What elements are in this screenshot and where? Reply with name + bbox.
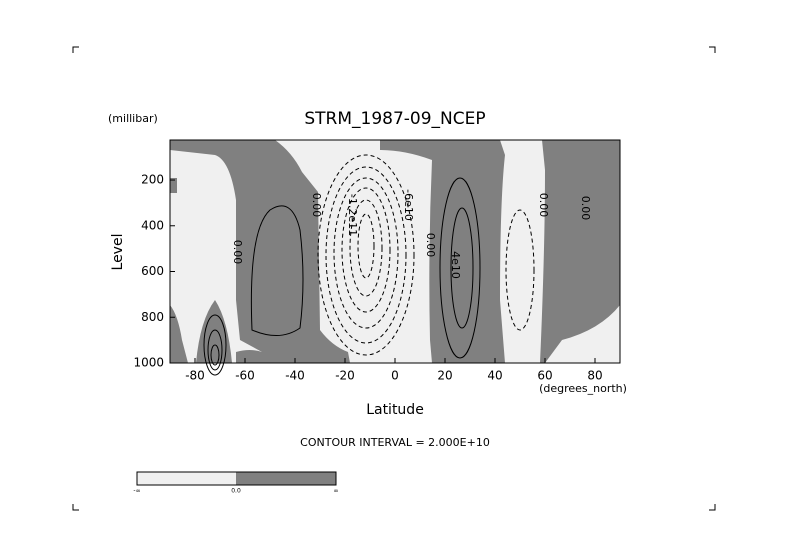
contour-label: 0.00 [231,240,244,265]
contour-lines [203,154,535,376]
contour-label: 0.00 [537,193,550,218]
x-tick-label: 80 [587,369,602,383]
y-tick-label: 400 [141,218,164,232]
contour-label: 0.00 [579,196,592,221]
x-tick-label: -20 [335,369,355,383]
x-tick-label: 20 [437,369,452,383]
x-tick-label: -60 [235,369,255,383]
y-tick-label: 600 [141,264,164,278]
colorbar-negative [137,472,236,485]
y-tick-label: 800 [141,310,164,324]
colorbar-label: 0.0 [231,488,241,495]
subtitle: CONTOUR INTERVAL = 2.000E+10 [300,436,490,449]
x-tick-label: -80 [185,369,205,383]
contour-label: -1.2e11 [346,194,359,236]
contour-label: -6e10 [402,189,415,221]
chart-title: STRM_1987-09_NCEP [304,109,485,129]
colorbar-frame [136,471,337,486]
y-units: (millibar) [108,112,158,125]
x-tick-label: 60 [537,369,552,383]
contour-label: 0.00 [310,193,323,218]
y-axis-label: Level [110,234,126,271]
x-tick-label: 0 [391,369,399,383]
x-units: (degrees_north) [539,382,627,395]
x-tick-label: 40 [487,369,502,383]
y-tick-label: 1000 [133,356,164,370]
x-tick-label: -40 [285,369,305,383]
colorbar-label: -∞ [133,488,140,495]
contour-label: 4e10 [449,251,462,279]
colorbar-label: ∞ [334,488,339,495]
y-tick-label: 200 [141,173,164,187]
corner-marks [72,46,716,511]
colorbar-positive [236,472,336,485]
x-axis-label: Latitude [366,402,424,418]
contour-label: 0.00 [424,233,437,258]
